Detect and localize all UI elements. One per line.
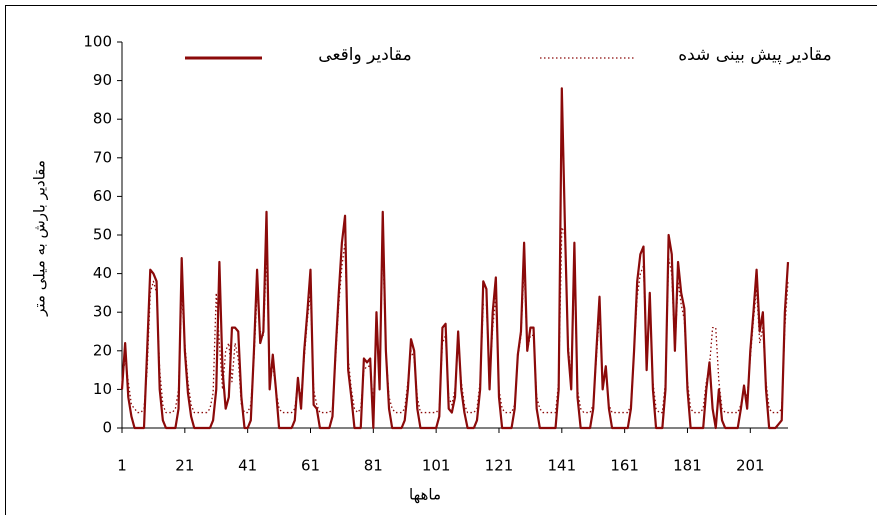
x-tick-label: 201: [736, 457, 765, 475]
x-tick-label: 21: [175, 457, 194, 475]
y-tick-label: 30: [93, 303, 112, 321]
y-tick-label: 20: [93, 341, 112, 359]
x-tick-label: 161: [610, 457, 639, 475]
series-line: [120, 87, 790, 430]
frame: [5, 5, 877, 515]
series-line: [121, 226, 789, 414]
y-tick-label: 70: [93, 148, 112, 166]
x-tick-label: 1: [117, 457, 127, 475]
x-tick-label: 181: [673, 457, 702, 475]
x-tick-label: 41: [238, 457, 257, 475]
y-tick-label: 10: [93, 380, 112, 398]
x-tick-label: 101: [422, 457, 451, 475]
x-tick-label: 81: [364, 457, 383, 475]
y-tick-label: 80: [93, 110, 112, 128]
legend-label: مقادیر پیش بینی شده: [678, 45, 832, 65]
y-tick-label: 100: [83, 33, 112, 51]
y-tick-label: 60: [93, 187, 112, 205]
x-tick-label: 61: [301, 457, 320, 475]
y-axis-label: مقادیر بارش به میلی متر: [31, 160, 49, 317]
legend-label: مقادیر واقعی: [318, 45, 411, 65]
y-tick-label: 40: [93, 264, 112, 282]
x-tick-label: 141: [547, 457, 576, 475]
x-tick-label: 121: [485, 457, 514, 475]
y-tick-label: 0: [102, 419, 112, 437]
y-tick-label: 50: [93, 226, 112, 244]
y-tick-label: 90: [93, 71, 112, 89]
x-axis-label: ماهها: [409, 486, 441, 504]
